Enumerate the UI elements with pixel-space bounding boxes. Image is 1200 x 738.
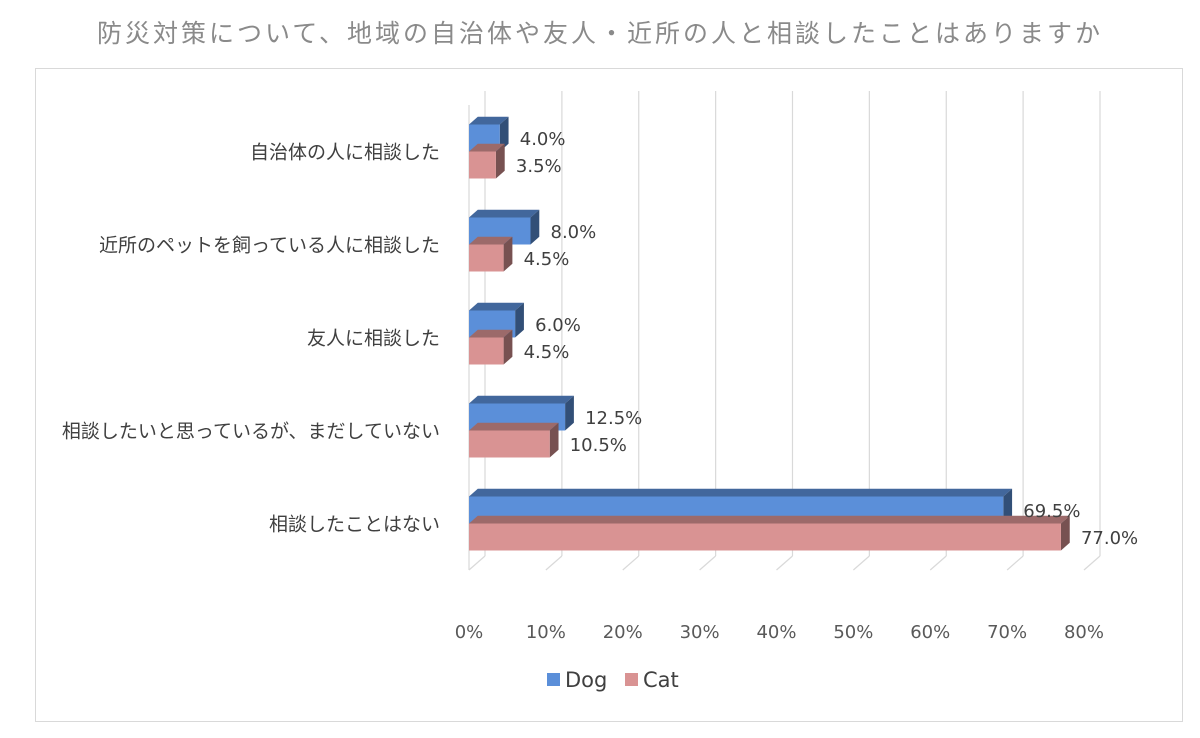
bar-side: [1003, 488, 1013, 524]
bar-side: [565, 395, 574, 431]
bar-top: [469, 515, 1070, 524]
floor-line: [929, 555, 947, 571]
labels: 0% 10% 20% 30% 40% 50% 60% 70% 80% 自治体の人に相談した 4.0%…: [62, 129, 1138, 643]
x-tick-label: 10%: [526, 622, 566, 643]
floor-line: [468, 555, 486, 571]
bar-cat: [469, 430, 550, 458]
bar-cat: [469, 337, 504, 365]
category-label: 近所のペットを飼っている人に相談した: [99, 235, 440, 257]
bar-side: [495, 143, 505, 179]
data-label: 69.5%: [1023, 501, 1080, 522]
bar-side: [530, 209, 540, 245]
floor-line: [852, 555, 870, 571]
x-tick-label: 20%: [603, 622, 643, 643]
floor-line: [545, 555, 563, 571]
data-label: 10.5%: [570, 435, 627, 456]
chart-frame: [35, 68, 1183, 722]
x-tick-label: 80%: [1064, 622, 1104, 643]
floor-line: [1006, 555, 1024, 571]
category-label: 相談したことはない: [269, 514, 440, 536]
bar-side: [515, 302, 524, 338]
data-label: 4.5%: [524, 249, 570, 270]
legend: Dog Cat: [547, 668, 679, 692]
data-label: 77.0%: [1081, 528, 1138, 549]
category-label: 相談したいと思っているが、まだしていない: [62, 421, 440, 443]
bars: [469, 116, 1070, 551]
data-label: 12.5%: [585, 408, 642, 429]
x-tick-label: 40%: [756, 622, 796, 643]
x-tick-label: 60%: [910, 622, 950, 643]
bar-top: [469, 143, 505, 152]
floor-line: [1083, 555, 1101, 571]
category-label: 自治体の人に相談した: [250, 142, 440, 164]
chart-title: 防災対策について、地域の自治体や友人・近所の人と相談したことはありますか: [96, 19, 1103, 48]
legend-swatch-dog: [547, 673, 560, 686]
bar-top: [469, 488, 1013, 497]
bar-side: [499, 116, 509, 152]
legend-label: Cat: [643, 668, 679, 692]
bar-side: [1060, 515, 1070, 551]
x-tick-label: 30%: [680, 622, 720, 643]
bar-side: [503, 236, 513, 272]
bar-top: [469, 422, 559, 431]
bar-cat: [469, 523, 1061, 551]
data-label: 4.5%: [524, 342, 570, 363]
bar-top: [469, 329, 513, 338]
bar-side: [503, 329, 513, 365]
bar-top: [469, 236, 513, 245]
legend-label: Dog: [565, 668, 607, 692]
legend-swatch-cat: [625, 673, 638, 686]
bar-top: [469, 395, 574, 404]
bar-cat: [469, 244, 504, 272]
data-label: 3.5%: [516, 156, 562, 177]
data-label: 4.0%: [520, 129, 566, 150]
bar-cat: [469, 151, 496, 179]
floor-line: [699, 555, 717, 571]
category-label: 友人に相談した: [307, 328, 440, 350]
bar-top: [469, 116, 509, 125]
floor-line: [622, 555, 640, 571]
data-label: 6.0%: [535, 315, 581, 336]
x-tick-label: 50%: [833, 622, 873, 643]
x-tick-label: 70%: [987, 622, 1027, 643]
bar-top: [469, 209, 540, 218]
data-label: 8.0%: [551, 222, 597, 243]
bar-top: [469, 302, 524, 311]
bar-side: [549, 422, 559, 458]
floor-line: [776, 555, 793, 571]
x-tick-label: 0%: [455, 622, 484, 643]
